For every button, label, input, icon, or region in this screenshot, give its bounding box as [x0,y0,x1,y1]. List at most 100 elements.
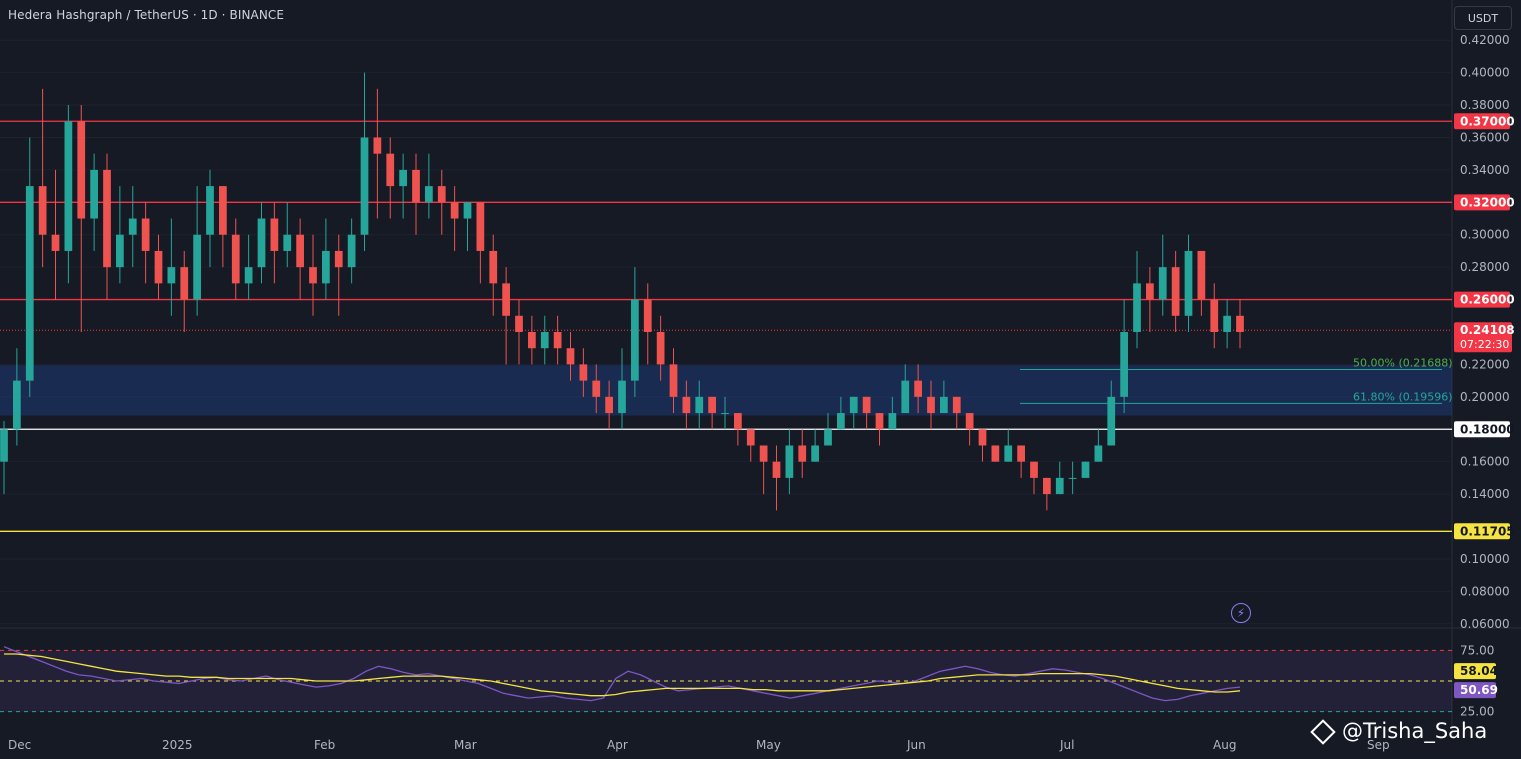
level-label: 0.26000 [1460,293,1515,307]
candle-body [952,396,961,414]
candle-body [1107,396,1116,446]
price-tick-label: 0.30000 [1460,228,1510,242]
level-label-bg [1454,523,1510,540]
candle-body [862,396,871,414]
candle-body [167,267,176,284]
candle-body [334,250,343,268]
price-tick-label: 0.40000 [1460,66,1510,80]
candle-body [875,413,884,430]
rsi-ma-line [4,653,1241,697]
binance-logo-icon [1310,719,1336,745]
candle-body [437,186,446,203]
candle-body [64,121,73,251]
watermark: @Trisha_Saha [1310,719,1488,745]
candle-body [798,445,807,462]
candle-body [566,348,575,365]
price-tick-label: 0.36000 [1460,130,1510,144]
currency-button[interactable]: USDT [1454,6,1512,30]
candle-body [386,153,395,187]
level-label-bg [1454,113,1510,130]
candle-body [103,169,111,268]
fib-level-label: 61.80% (0.19596) [1353,390,1453,403]
candle-body [978,429,987,446]
candle-body [1158,267,1167,300]
time-axis-label: May [756,738,781,752]
candle-body [553,332,562,349]
candle-body [759,445,768,462]
candle-body [1030,461,1038,478]
candle-body [90,169,98,219]
candle-body [77,121,86,219]
candle-body [51,234,60,251]
candle-body [772,461,781,478]
candle-body [502,283,510,316]
candle-body [1055,477,1064,495]
candle-body [1094,445,1103,462]
candle-body [1184,250,1193,316]
candle-body [721,413,729,415]
candle-body [38,186,47,235]
level-label-bg [1454,291,1510,308]
candle-body [785,445,794,478]
candle-body [476,202,485,251]
price-tick-label: 0.20000 [1460,390,1510,404]
candle-body [412,169,420,203]
candle-body [515,315,523,332]
candle-body [540,332,549,349]
chart-title: Hedera Hashgraph / TetherUS · 1D · BINAN… [8,8,285,22]
fib-zone [0,365,1452,416]
candle-body [1223,315,1231,332]
candle-body [425,186,433,203]
candle-body [592,380,601,397]
price-tick-label: 0.34000 [1460,163,1510,177]
rsi-value-label: 58.04 [1460,664,1498,678]
candle-body [270,218,279,251]
price-tick-label: 0.08000 [1460,584,1510,598]
candle-body [206,186,214,235]
candle-body [0,429,8,462]
candle-body [450,202,459,219]
level-label-bg [1454,421,1510,438]
candle-body [1146,283,1154,300]
time-axis-label: Jun [906,738,926,752]
candle-body [1017,445,1025,462]
candle-body [811,445,819,462]
candle-body [605,396,613,414]
candle-body [347,234,356,268]
rsi-ma-value-label: 50.69 [1460,683,1498,697]
candle-body [373,137,382,154]
level-label: 0.37000 [1460,114,1515,128]
candle-body [1068,477,1077,479]
candle-body [1004,445,1013,462]
current-price-label: 0.24108 [1460,323,1515,337]
candle-body [901,380,910,414]
candle-body [708,396,716,414]
price-tick-label: 0.14000 [1460,487,1510,501]
candle-body [824,429,832,446]
time-axis-label: Jul [1059,738,1074,752]
candle-body [257,218,266,268]
candle-body [1210,299,1219,332]
time-axis-label: Sep [1367,738,1390,752]
price-tick-label: 0.10000 [1460,552,1510,566]
price-tick-label: 0.06000 [1460,617,1510,631]
alert-icon[interactable]: ⚡ [1231,603,1251,623]
candle-body [13,380,21,430]
candle-body [154,250,163,284]
candle-body [1197,250,1206,300]
countdown-label: 07:22:30 [1460,338,1509,351]
candle-body [746,429,755,446]
candle-body [927,396,935,414]
rsi-tick-label: 75.00 [1460,643,1494,657]
level-label: 0.11705 [1460,524,1515,538]
candle-body [244,267,253,284]
watermark-text: @Trisha_Saha [1342,719,1488,743]
price-tick-label: 0.22000 [1460,357,1510,371]
price-tick-label: 0.38000 [1460,98,1510,112]
candle-body [579,364,588,381]
candle-body [618,380,626,414]
candle-body [180,267,189,300]
rsi-tick-label: 25.00 [1460,705,1494,719]
